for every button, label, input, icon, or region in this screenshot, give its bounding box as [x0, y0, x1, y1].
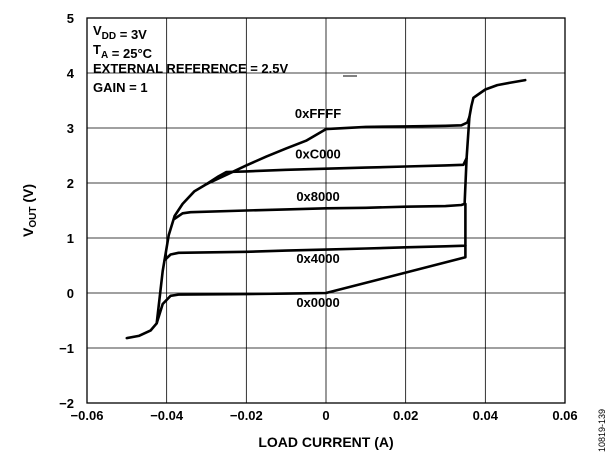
- x-tick-label: 0.02: [393, 408, 418, 423]
- x-tick-label: 0.06: [552, 408, 577, 423]
- x-tick-label: 0: [322, 408, 329, 423]
- x-tick-label: −0.02: [230, 408, 263, 423]
- y-tick-label: −1: [59, 341, 74, 356]
- y-axis-title-sub: OUT: [28, 207, 39, 228]
- y-tick-labels: −2 −1 0 1 2 3 4 5: [59, 11, 75, 411]
- series-line-0xC000: [205, 115, 471, 186]
- y-axis-title: VOUT (V): [20, 184, 39, 237]
- y-tick-label: 0: [67, 286, 74, 301]
- x-axis-title: LOAD CURRENT (A): [258, 434, 393, 450]
- series-label-0x4000: 0x4000: [296, 251, 339, 266]
- x-tick-label: −0.06: [71, 408, 104, 423]
- y-tick-label: 2: [67, 176, 74, 191]
- grid: [87, 18, 565, 403]
- annotation-line: EXTERNAL REFERENCE = 2.5V: [93, 61, 289, 76]
- annotation-line: GAIN = 1: [93, 80, 148, 95]
- series-line-0x4000: [163, 202, 467, 262]
- series-line-0xFFFF: [125, 78, 527, 340]
- x-tick-labels: −0.06 −0.04 −0.02 0 0.02 0.04 0.06: [71, 408, 578, 423]
- y-axis-title-unit: (V): [20, 184, 36, 207]
- y-tick-label: 3: [67, 121, 74, 136]
- y-axis-title-main: V: [20, 227, 36, 237]
- series-labels: 0xFFFF 0xC000 0x8000 0x4000 0x0000: [295, 106, 341, 310]
- series-line-0x0000: [155, 244, 467, 325]
- y-tick-label: 4: [67, 66, 75, 81]
- series-label-0x8000: 0x8000: [296, 189, 339, 204]
- series-line-0x8000: [173, 156, 468, 221]
- y-tick-label: 1: [67, 231, 74, 246]
- figure-id: 10819-139: [597, 409, 607, 452]
- y-tick-label: 5: [67, 11, 74, 26]
- y-tick-label: −2: [59, 396, 74, 411]
- x-tick-label: 0.04: [473, 408, 499, 423]
- series-label-0xC000: 0xC000: [295, 146, 341, 161]
- annotation-line: TA = 25°C: [93, 42, 153, 61]
- data-series: [125, 78, 527, 340]
- x-tick-label: −0.04: [150, 408, 184, 423]
- series-label-0x0000: 0x0000: [296, 295, 339, 310]
- series-label-0xFFFF: 0xFFFF: [295, 106, 341, 121]
- annotation-line: VDD = 3V: [93, 23, 147, 42]
